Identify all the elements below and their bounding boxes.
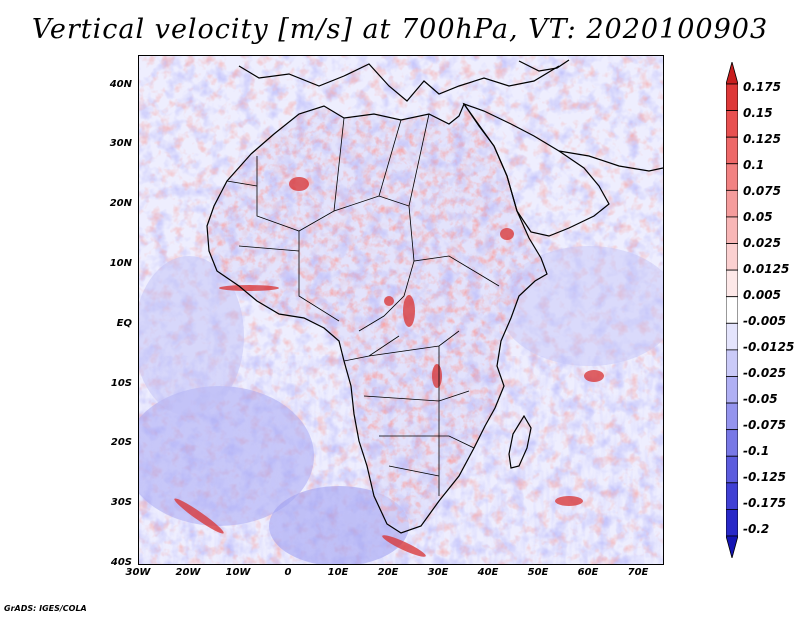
colorbar-label: -0.005	[743, 314, 786, 328]
colorbar-segment	[726, 376, 738, 404]
lon-label-30w: 30W	[125, 567, 151, 578]
colorbar-label: -0.1	[743, 444, 770, 458]
lat-label-10s: 10S	[110, 378, 132, 389]
colorbar-label: 0.0125	[743, 262, 790, 276]
colorbar-label: 0.025	[743, 236, 781, 250]
colorbar-label: 0.1	[743, 158, 765, 172]
colorbar-segment	[726, 402, 738, 431]
lon-label-50e: 50E	[527, 567, 549, 578]
lon-label-20w: 20W	[175, 567, 201, 578]
colorbar-segment	[726, 243, 738, 271]
lon-label-10e: 10E	[327, 567, 349, 578]
map-title: Vertical velocity [m/s] at 700hPa, VT: 2…	[31, 14, 769, 45]
colorbar-label: 0.15	[743, 106, 773, 120]
colorbar-segment	[726, 136, 738, 165]
colorbar-label: 0.075	[743, 184, 781, 198]
colorbar-segment	[726, 509, 738, 537]
colorbar-label: -0.125	[743, 470, 786, 484]
lat-label-20n: 20N	[109, 198, 132, 209]
colorbar-label: -0.175	[743, 496, 786, 510]
lat-label-30s: 30S	[110, 497, 132, 508]
colorbar-label: -0.2	[743, 522, 770, 536]
colorbar-segment	[726, 296, 738, 324]
colorbar-label: -0.075	[743, 418, 786, 432]
colorbar-label: 0.175	[743, 80, 781, 94]
colorbar-label: 0.05	[743, 210, 773, 224]
colorbar-segment	[726, 62, 738, 85]
colorbar-segment	[726, 482, 738, 510]
colorbar	[726, 62, 738, 558]
colorbar-segment	[726, 269, 738, 298]
colorbar-label: 0.005	[743, 288, 781, 302]
colorbar-segment	[726, 455, 738, 484]
lon-label-70e: 70E	[627, 567, 649, 578]
country-borders	[226, 113, 500, 496]
lon-label-60e: 60E	[577, 567, 599, 578]
colorbar-label: -0.025	[743, 366, 786, 380]
colorbar-segment	[726, 216, 738, 244]
colorbar-segment	[726, 83, 738, 111]
colorbar-label: -0.05	[743, 392, 778, 406]
lon-label-0: 0	[284, 567, 292, 578]
map-canvas	[139, 56, 663, 564]
coastlines	[206, 59, 663, 534]
colorbar-segment	[726, 429, 738, 457]
colorbar-segment	[726, 322, 738, 351]
map-panel	[138, 55, 664, 565]
lat-label-10n: 10N	[109, 258, 132, 269]
lon-label-20e: 20E	[377, 567, 399, 578]
colorbar-label: -0.0125	[743, 340, 795, 354]
lat-label-40n: 40N	[109, 79, 132, 90]
colorbar-segment	[726, 163, 738, 191]
lon-label-30e: 30E	[427, 567, 449, 578]
colorbar-segment	[726, 189, 738, 218]
lon-label-40e: 40E	[477, 567, 499, 578]
convective-features	[174, 177, 604, 557]
colorbar-segment	[726, 349, 738, 377]
lat-label-30n: 30N	[109, 138, 132, 149]
grads-credit: GrADS: IGES/COLA	[4, 604, 87, 613]
lat-label-40s: 40S	[110, 557, 132, 568]
colorbar-label: 0.125	[743, 132, 781, 146]
lat-label-eq: EQ	[116, 318, 132, 329]
lon-label-10w: 10W	[225, 567, 251, 578]
colorbar-segment	[726, 110, 738, 138]
colorbar-segment	[726, 535, 738, 558]
lat-label-20s: 20S	[110, 437, 132, 448]
